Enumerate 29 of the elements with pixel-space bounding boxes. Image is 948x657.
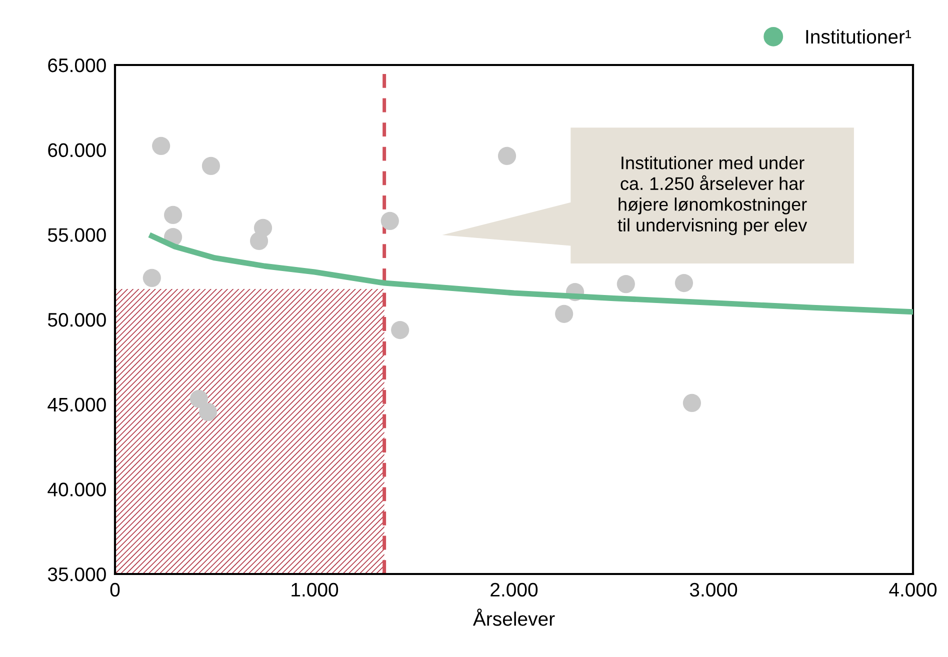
point xyxy=(198,402,218,422)
point xyxy=(152,136,170,155)
annotation: Institutioner med under ca. 1.250 årselever har højere lønomkostninger til undervisning per elev xyxy=(618,156,808,236)
point xyxy=(391,320,410,340)
point xyxy=(190,390,208,408)
y-tick-label: 35.000 xyxy=(48,567,106,582)
x-tick-label: 0 xyxy=(110,582,120,597)
y-tick-label: 45.000 xyxy=(48,398,106,412)
point xyxy=(498,146,516,165)
point xyxy=(142,268,161,287)
point xyxy=(164,206,182,224)
point xyxy=(682,394,702,412)
point xyxy=(380,212,399,230)
x-tick-label: 1.000 xyxy=(292,582,338,597)
legend-label: Institutioner¹ xyxy=(806,29,912,44)
y-tick-label: 40.000 xyxy=(48,482,106,496)
x-tick-label: 3.000 xyxy=(690,582,738,597)
point xyxy=(254,218,272,237)
x-tick-label: 4.000 xyxy=(889,582,937,597)
y-tick-label: 60.000 xyxy=(48,143,106,158)
y-tick-label: 50.000 xyxy=(48,312,106,327)
point xyxy=(202,156,220,176)
x-axis-title: Årselever xyxy=(472,608,555,626)
x-tick-label: 2.000 xyxy=(490,582,538,597)
point xyxy=(674,274,694,292)
y-tick-label: 65.000 xyxy=(48,58,106,72)
point xyxy=(555,304,574,323)
y-tick-label: 55.000 xyxy=(48,228,106,242)
point xyxy=(616,274,635,294)
